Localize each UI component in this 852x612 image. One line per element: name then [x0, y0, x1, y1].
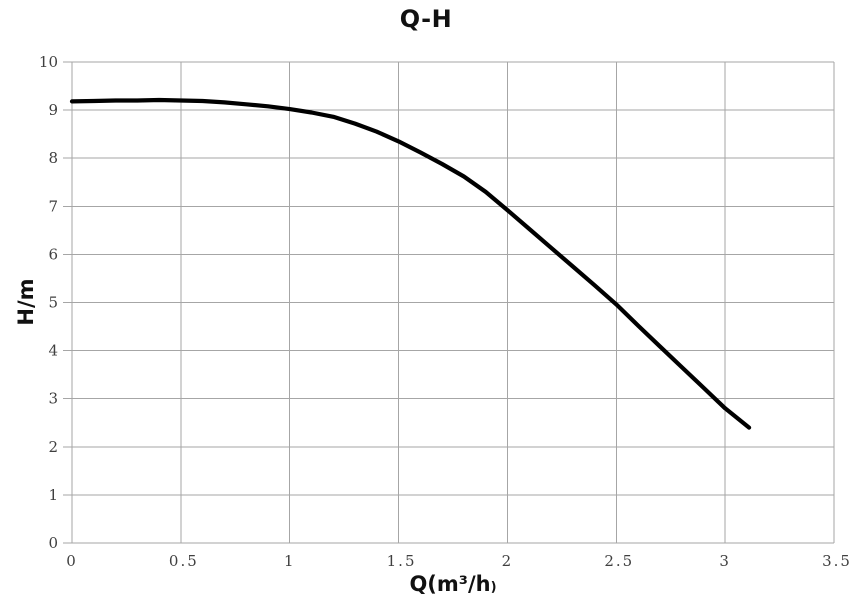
- x-tick-label: 3: [719, 552, 731, 570]
- x-axis-label-text: Q(m³/h: [409, 572, 491, 596]
- x-tick-label: 0: [66, 552, 78, 570]
- y-tick-label: 9: [48, 101, 58, 119]
- x-tick-label: 1: [284, 552, 296, 570]
- y-tick-label: 5: [48, 294, 58, 312]
- y-tick-label: 2: [48, 438, 58, 456]
- qh-curve: [69, 97, 752, 430]
- chart-title: Q-H: [399, 5, 453, 33]
- y-tick-label: 8: [48, 149, 58, 167]
- y-tick-label: 3: [48, 390, 58, 408]
- x-tick-label: 2: [502, 552, 514, 570]
- y-tick-label: 7: [48, 197, 58, 215]
- x-tick-label: 2.5: [604, 552, 634, 570]
- x-axis-label: Q(m³/h): [72, 572, 834, 596]
- x-tick-label: 3.5: [822, 552, 852, 570]
- y-tick-label: 6: [48, 245, 58, 263]
- gridlines: [71, 61, 835, 544]
- x-tick-labels: 0 0.5 1 1.5 2 2.5 3 3.5: [66, 552, 852, 570]
- y-tick-label: 1: [48, 486, 58, 504]
- y-tick-label: 0: [48, 534, 58, 552]
- x-tick-label: 0.5: [169, 552, 199, 570]
- y-axis-ticks: [63, 61, 72, 544]
- y-tick-label: 10: [39, 53, 58, 71]
- x-tick-label: 1.5: [387, 552, 417, 570]
- y-tick-label: 4: [48, 342, 58, 360]
- y-tick-labels: 0 1 2 3 4 5 6 7 8 9 10: [39, 53, 58, 552]
- x-axis-label-paren: ): [490, 580, 497, 595]
